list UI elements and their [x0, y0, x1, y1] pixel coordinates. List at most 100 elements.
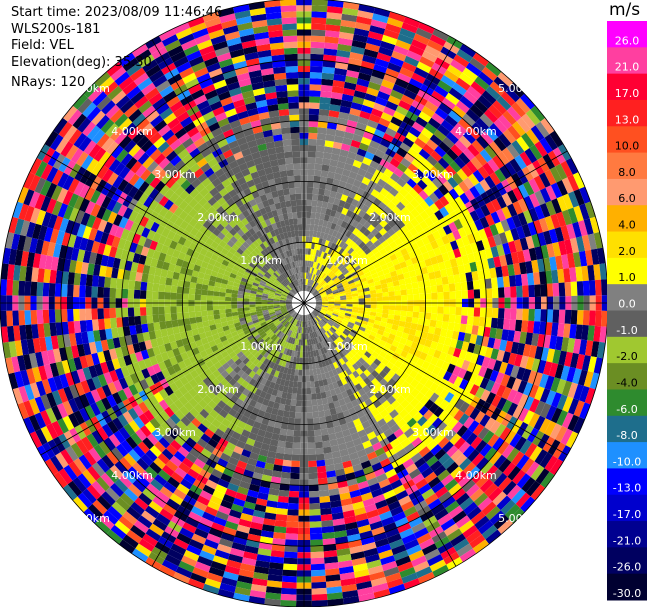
gate-cell [593, 325, 601, 342]
gate-cell [314, 283, 319, 289]
gate-cell [540, 309, 548, 323]
gate-cell [172, 347, 181, 357]
gate-cell [394, 290, 401, 296]
gate-cell [424, 122, 438, 135]
gate-cell [170, 543, 187, 556]
gate-cell [428, 271, 436, 280]
gate-cell [309, 286, 313, 293]
gate-cell [416, 274, 424, 282]
gate-cell [168, 334, 176, 343]
gate-cell [555, 426, 568, 443]
gate-cell [448, 505, 464, 519]
gate-cell [334, 387, 342, 395]
gate-cell [352, 363, 360, 371]
gate-cell [482, 162, 495, 176]
gate-cell [285, 441, 293, 449]
gate-cell [257, 409, 266, 418]
gate-cell [331, 450, 341, 459]
gate-cell [344, 315, 351, 320]
gate-cell [146, 365, 156, 377]
gate-cell [351, 355, 359, 364]
gate-cell [248, 346, 256, 354]
gate-cell [196, 321, 204, 329]
gate-cell [269, 289, 276, 293]
gate-cell [267, 400, 275, 408]
gate-cell [362, 236, 371, 245]
gate-cell [424, 354, 434, 364]
gate-cell [380, 555, 396, 566]
gate-cell [277, 352, 284, 360]
gate-cell [601, 310, 608, 327]
gate-cell [499, 339, 508, 352]
gate-cell [295, 400, 302, 407]
gate-cell [325, 288, 332, 293]
gate-cell [295, 313, 299, 320]
gate-cell [309, 503, 321, 510]
gate-cell [216, 327, 224, 334]
gate-cell [270, 275, 277, 281]
gate-cell [404, 192, 415, 203]
gate-cell [78, 454, 92, 470]
gate-cell [502, 129, 517, 144]
gate-cell [455, 256, 464, 267]
gate-cell [351, 293, 359, 297]
gate-cell [13, 264, 21, 281]
gate-cell [140, 168, 152, 181]
gate-cell [278, 384, 285, 392]
gate-cell [313, 423, 321, 431]
gate-cell [356, 449, 367, 458]
gate-cell [378, 259, 387, 267]
gate-cell [379, 458, 391, 468]
gate-cell [177, 318, 185, 327]
gate-cell [204, 443, 215, 454]
gate-cell [431, 112, 445, 125]
gate-cell [434, 486, 449, 499]
gate-cell [366, 559, 382, 569]
gate-cell [331, 314, 338, 319]
gate-cell [455, 77, 471, 91]
gate-cell [390, 89, 404, 100]
gate-cell [490, 348, 500, 360]
gate-cell [398, 320, 406, 328]
gate-cell [285, 527, 299, 534]
gate-cell [315, 212, 321, 220]
gate-cell [112, 417, 124, 431]
gate-cell [278, 316, 285, 322]
gate-cell [205, 237, 214, 246]
gate-cell [227, 280, 234, 286]
gate-cell [67, 272, 75, 285]
gate-cell [251, 284, 259, 290]
gate-cell [345, 237, 353, 246]
gate-cell [390, 400, 401, 410]
gate-cell [533, 321, 541, 334]
gate-cell [283, 328, 289, 335]
gate-cell [521, 458, 535, 474]
gate-cell [347, 279, 355, 285]
gate-cell [288, 417, 295, 425]
gate-cell [340, 305, 347, 309]
gate-cell [296, 326, 300, 333]
gate-cell [297, 314, 300, 321]
gate-cell [254, 401, 263, 410]
gate-cell [335, 167, 344, 175]
gate-cell [266, 353, 273, 360]
gate-cell [310, 545, 324, 553]
gate-cell [457, 264, 466, 275]
gate-cell [214, 463, 226, 474]
gate-cell [313, 343, 318, 351]
gate-cell [463, 90, 478, 105]
gate-cell [261, 417, 270, 426]
gate-cell [516, 285, 523, 298]
gate-cell [231, 542, 246, 552]
gate-cell [200, 448, 212, 459]
gate-cell [434, 107, 449, 120]
gate-cell [322, 60, 336, 68]
gate-cell [314, 262, 319, 269]
gate-cell [306, 285, 310, 292]
gate-cell [496, 195, 507, 209]
gate-cell [126, 230, 136, 243]
gate-cell [124, 375, 134, 387]
gate-cell [412, 121, 425, 133]
gate-cell [308, 260, 312, 268]
gate-cell [353, 28, 370, 37]
